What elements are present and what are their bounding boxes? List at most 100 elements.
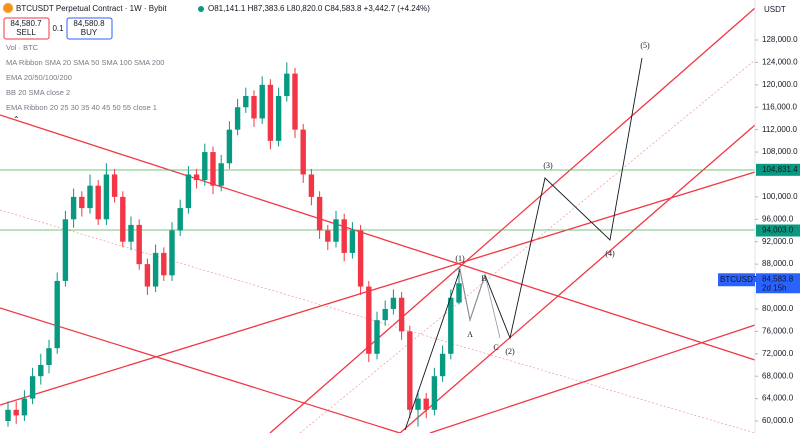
ticks: 60,000.0 64,000.0 68,000.0 72,000.0 76,000.0…: [755, 35, 798, 425]
candle-body: [193, 174, 200, 181]
indicator: MA Ribbon SMA 20 SMA 50 SMA 100 SMA 200: [6, 58, 164, 67]
candle-body: [95, 185, 101, 220]
candle-body: [177, 208, 183, 231]
y-tick-label: 96,000.0: [762, 214, 794, 223]
y-tick-label: 88,000.0: [762, 259, 794, 268]
candle-body: [349, 230, 356, 253]
candle-body: [103, 174, 110, 220]
candle-body: [374, 320, 380, 354]
price-label: 84,583.8: [762, 274, 794, 283]
candle-body: [382, 308, 388, 321]
y-tick-label: 80,000.0: [762, 304, 794, 313]
candle-body: [29, 376, 36, 399]
candle-body: [448, 297, 454, 354]
price-label: 104,831.4: [762, 165, 798, 174]
candle-body: [325, 230, 331, 242]
wave-label: (5): [640, 41, 650, 50]
wave-label: (1): [455, 254, 465, 263]
candle-body: [218, 163, 224, 186]
candle-body: [284, 73, 290, 97]
symbol-label: BTCUSDT.P: [720, 275, 764, 284]
price-axis: [755, 0, 800, 433]
candle-body: [54, 280, 60, 349]
collapse-icon[interactable]: ⌃: [13, 115, 20, 124]
y-tick-label: 124,000.0: [762, 58, 798, 67]
y-tick-label: 108,000.0: [762, 147, 798, 156]
sell-label[interactable]: SELL: [16, 28, 36, 37]
candle-body: [185, 174, 192, 209]
candle-body: [357, 230, 364, 287]
y-tick-label: 120,000.0: [762, 80, 798, 89]
wave-label: A: [467, 330, 473, 339]
candle-body: [79, 196, 85, 209]
sell-button[interactable]: [3, 17, 50, 40]
wave-label: (3): [543, 161, 553, 170]
candle-body: [70, 196, 77, 220]
candle-body: [38, 364, 44, 377]
countdown: 2d 15h: [762, 283, 786, 292]
price-labels: 104,831.4 94,003.0 BTCUSDT.P84,583.82d 15h: [718, 163, 800, 294]
wave-label: B: [481, 274, 486, 283]
candle-body: [423, 398, 429, 410]
y-tick-label: 100,000.0: [762, 192, 798, 201]
coin-icon: [3, 3, 13, 13]
y-tick-label: 76,000.0: [762, 326, 794, 335]
wave-label: (2): [505, 347, 515, 356]
candle-body: [13, 409, 19, 416]
y-tick-label: 68,000.0: [762, 371, 794, 380]
candle-body: [251, 96, 257, 119]
y-tick-label: 64,000.0: [762, 394, 794, 403]
indicator: EMA Ribbon 20 25 30 35 40 45 50 55 close…: [6, 103, 157, 112]
y-tick-label: 128,000.0: [762, 35, 798, 44]
buy-price[interactable]: 84,580.8: [73, 19, 105, 28]
buy-label[interactable]: BUY: [81, 28, 98, 37]
abc-path: [459, 269, 501, 339]
y-tick-label: 72,000.0: [762, 349, 794, 358]
candle-body: [308, 174, 315, 197]
price-label-bg: [756, 273, 800, 294]
candle-body: [316, 196, 323, 231]
faint-lines: [0, 59, 756, 433]
y-tick-label: 116,000.0: [762, 102, 798, 111]
candle-body: [259, 84, 265, 119]
price-label-bg: [718, 273, 755, 287]
candle-body: [152, 252, 159, 287]
y-tick-label: 60,000.0: [762, 416, 794, 425]
candle-body: [226, 129, 233, 164]
candle-body: [202, 152, 208, 181]
wave-label: C: [493, 343, 498, 352]
candle-body: [366, 286, 372, 354]
candle-body: [456, 283, 462, 303]
candle-body: [415, 398, 421, 410]
candle-body: [21, 398, 28, 416]
y-tick-label: 92,000.0: [762, 237, 794, 246]
sell-price[interactable]: 84,580.7: [10, 19, 42, 28]
candle-body: [333, 219, 339, 242]
y-tick-label: 112,000.0: [762, 125, 798, 134]
candle-body: [120, 196, 126, 242]
candle-body: [46, 348, 52, 365]
candle-body: [111, 174, 118, 197]
candle-body: [62, 219, 69, 281]
wave-label: (4): [605, 249, 615, 258]
candle-body: [5, 409, 11, 422]
candle-body: [161, 252, 167, 276]
indicator: EMA 20/50/100/200: [6, 73, 72, 82]
candle-body: [136, 224, 142, 265]
candle-body: [398, 297, 405, 332]
indicator: Vol · BTC: [6, 43, 39, 52]
candle-body: [128, 224, 134, 242]
currency: USDT: [764, 5, 786, 14]
candle-body: [243, 96, 249, 108]
price-label-bg: [756, 163, 800, 176]
candle-body: [144, 264, 151, 287]
status-dot: [198, 6, 204, 12]
indicator: BB 20 SMA close 2: [6, 88, 70, 97]
candle-body: [292, 73, 298, 130]
buy-button[interactable]: [66, 17, 113, 40]
candle-body: [341, 219, 347, 253]
price-label-bg: [756, 224, 800, 237]
candle-body: [275, 96, 282, 141]
